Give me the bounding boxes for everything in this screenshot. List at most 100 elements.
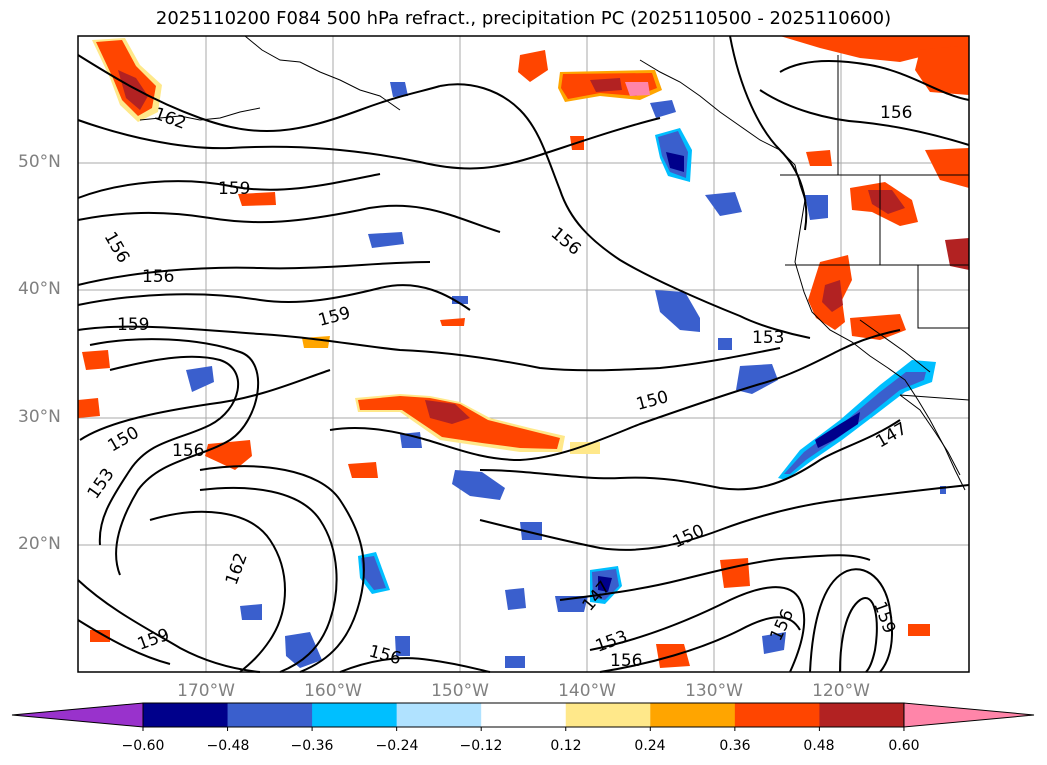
colorbar-tick-label: −0.60 <box>121 738 165 754</box>
contour-156-bottom <box>339 657 491 673</box>
contour-150-w <box>98 355 239 546</box>
precip-patch <box>518 50 548 82</box>
contour-156-loop <box>199 465 365 673</box>
precip-patch <box>361 556 386 590</box>
precip-patch <box>915 45 969 95</box>
contour-label: 159 <box>218 179 250 199</box>
colorbar-extend-max <box>903 702 1035 728</box>
precip-patch <box>666 152 684 172</box>
precip-patch <box>425 400 470 424</box>
colorbar-segment <box>396 703 482 727</box>
precip-patch <box>570 442 600 454</box>
lat-label-20n: 20°N <box>18 534 61 554</box>
contour-150-main <box>329 329 901 462</box>
contour-159-s <box>809 568 893 673</box>
colorbar-segment <box>734 703 820 727</box>
lon-label-130w: 130°W <box>685 681 743 701</box>
contour-147 <box>559 554 871 601</box>
precip-patch <box>400 432 422 448</box>
precip-patch <box>368 232 404 248</box>
graticule <box>78 36 969 672</box>
precip-patch <box>186 366 214 392</box>
lon-label-170w: 170°W <box>177 681 235 701</box>
lat-label-30n: 30°N <box>18 407 61 427</box>
alaska-coast <box>244 35 401 111</box>
colorbar-segment <box>481 703 567 727</box>
contour-156-ne2 <box>759 89 970 146</box>
precip-patch <box>705 192 742 216</box>
precip-patch <box>815 412 860 448</box>
precip-patch <box>505 656 525 668</box>
colorbar-tick-label: −0.48 <box>206 738 250 754</box>
colorbar-segment <box>312 703 398 727</box>
colorbar-segment <box>227 703 313 727</box>
contour-159-a <box>77 117 661 170</box>
west-coast <box>794 199 966 491</box>
lon-label-150w: 150°W <box>431 681 489 701</box>
lon-label-140w: 140°W <box>558 681 616 701</box>
precip-patch <box>90 630 110 642</box>
precip-patch <box>598 576 612 592</box>
precip-patch <box>82 350 110 370</box>
contour-label: 156 <box>880 103 912 123</box>
colorbar-segment <box>650 703 736 727</box>
map-title: 2025110200 F084 500 hPa refract., precip… <box>155 8 892 29</box>
aleutian-islands <box>139 107 261 121</box>
contour-150-b <box>479 419 901 491</box>
precip-patch <box>806 150 832 166</box>
lon-label-160w: 160°W <box>304 681 362 701</box>
contour-156-main <box>439 83 811 339</box>
contour-153-w <box>89 338 260 576</box>
precip-patch <box>78 398 100 418</box>
contour-label: 159 <box>117 315 149 335</box>
precip-patch <box>395 636 410 656</box>
precipitation-shading <box>78 36 969 668</box>
colorbar-tick-label: 0.12 <box>550 738 582 754</box>
precip-patch <box>238 192 276 206</box>
precip-patch <box>925 148 969 188</box>
colorbar-tick-label: −0.12 <box>459 738 503 754</box>
colorbar-outline <box>142 702 905 728</box>
precip-patch <box>850 314 906 340</box>
precip-patch <box>822 280 843 312</box>
colorbar <box>11 702 1035 731</box>
contour-label: 153 <box>752 328 784 348</box>
precip-patch <box>285 632 322 668</box>
contour-153-s <box>589 586 806 673</box>
precip-patch <box>945 238 969 270</box>
contour-156-w <box>79 369 331 441</box>
precip-patch <box>118 70 148 110</box>
precip-patch <box>440 318 465 326</box>
state-border <box>917 265 969 329</box>
contour-156-sw <box>77 619 171 665</box>
colorbar-tick-label: 0.24 <box>634 738 666 754</box>
contour-150-c <box>479 484 970 551</box>
precip-patch <box>358 396 560 449</box>
contour-159-sw <box>77 579 261 673</box>
contour-159-c <box>77 284 471 311</box>
precip-patch <box>520 522 542 540</box>
contour-159-loop <box>199 486 338 673</box>
precip-patch <box>908 624 930 636</box>
colorbar-tick-label: 0.36 <box>719 738 751 754</box>
precip-patch <box>650 100 676 118</box>
contour-156-b <box>77 204 501 233</box>
colorbar-tick-label: −0.24 <box>375 738 419 754</box>
colorbar-tick-label: 0.60 <box>888 738 920 754</box>
precip-patch <box>240 604 262 620</box>
contour-156-s <box>599 616 801 673</box>
refractivity-contours <box>77 35 970 673</box>
precip-patch <box>452 470 505 500</box>
contour-162-loop <box>149 510 286 673</box>
colorbar-tick-label: 0.48 <box>803 738 835 754</box>
lat-label-40n: 40°N <box>18 279 61 299</box>
colorbar-tick-label: −0.36 <box>290 738 334 754</box>
colorbar-extend-min <box>11 702 144 728</box>
precip-patch <box>868 190 905 214</box>
contour-156-c <box>77 261 431 286</box>
precip-patch <box>625 82 650 96</box>
contour-ne <box>729 35 808 231</box>
contour-153 <box>77 325 781 372</box>
contour-162 <box>77 54 441 132</box>
